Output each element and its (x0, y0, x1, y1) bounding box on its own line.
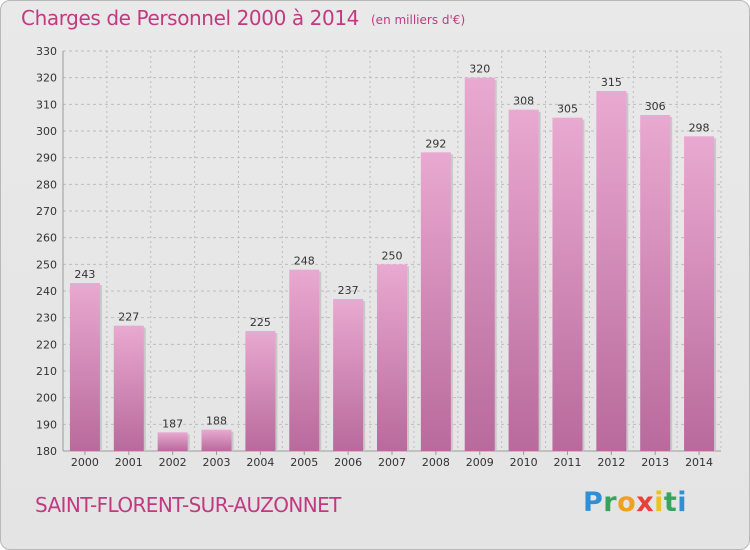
x-tick-label: 2014 (685, 456, 713, 469)
x-tick-label: 2000 (71, 456, 99, 469)
data-label: 187 (162, 417, 183, 430)
y-tick-label: 200 (36, 392, 57, 405)
data-label: 308 (513, 95, 534, 108)
logo-letter: o (617, 487, 637, 518)
logo-letter: r (603, 487, 618, 518)
x-tick-label: 2005 (290, 456, 318, 469)
data-label: 243 (74, 268, 95, 281)
commune-name: SAINT-FLORENT-SUR-AUZONNET (35, 493, 341, 517)
bar (289, 269, 320, 451)
y-tick-label: 240 (36, 285, 57, 298)
bar (684, 136, 715, 452)
data-label: 248 (294, 255, 315, 268)
x-tick-label: 2008 (422, 456, 450, 469)
y-tick-label: 330 (36, 45, 57, 58)
logo-letter: i (654, 487, 664, 518)
bar (420, 152, 451, 452)
data-label: 188 (206, 415, 227, 428)
bar (113, 325, 144, 451)
x-tick-label: 2007 (378, 456, 406, 469)
x-tick-label: 2001 (115, 456, 143, 469)
x-tick-label: 2006 (334, 456, 362, 469)
y-tick-label: 260 (36, 232, 57, 245)
x-tick-label: 2004 (246, 456, 274, 469)
bar (333, 299, 364, 451)
x-tick-label: 2009 (466, 456, 494, 469)
data-label: 292 (425, 137, 446, 150)
y-tick-label: 190 (36, 418, 57, 431)
label-layer: 243 2000 227 2001 187 2002 188 2003 225 2004 248 20… (71, 63, 713, 469)
y-tick-label: 300 (36, 125, 57, 138)
bar (201, 429, 232, 451)
data-label: 225 (250, 316, 271, 329)
bar (464, 77, 495, 452)
y-tick-label: 270 (36, 205, 57, 218)
y-tick-label: 320 (36, 72, 57, 85)
y-tick-label: 250 (36, 258, 57, 271)
data-label: 320 (469, 63, 490, 76)
y-tick-label: 220 (36, 338, 57, 351)
x-tick-label: 2003 (203, 456, 231, 469)
bar (508, 109, 539, 452)
y-tick-label: 310 (36, 98, 57, 111)
bar (69, 283, 100, 451)
data-label: 306 (645, 100, 666, 113)
logo-letter: i (677, 487, 688, 518)
bar-layer (69, 77, 717, 452)
x-tick-label: 2010 (510, 456, 538, 469)
data-label: 305 (557, 103, 578, 116)
bar (245, 331, 276, 451)
bar (377, 264, 407, 451)
bar (552, 117, 583, 452)
y-tick-label: 180 (36, 445, 57, 458)
y-tick-label: 280 (36, 178, 57, 191)
data-label: 298 (689, 121, 710, 134)
data-label: 227 (118, 311, 139, 324)
bar (640, 115, 671, 451)
x-tick-label: 2012 (597, 456, 625, 469)
x-tick-label: 2002 (159, 456, 187, 469)
chart-title: Charges de Personnel 2000 à 2014 (21, 6, 359, 30)
data-label: 237 (338, 284, 359, 297)
y-tick-label: 210 (36, 365, 57, 378)
data-label: 250 (382, 249, 403, 262)
logo-letter: x (636, 487, 655, 518)
chart-subtitle: (en milliers d'€) (371, 13, 466, 27)
data-label: 315 (601, 76, 622, 89)
proxiti-logo[interactable]: Proxiti (583, 487, 687, 518)
bar (596, 91, 627, 451)
axis-layer: 180 190 200 210 220 230 240 250 260 270 280 290 300 3… (36, 45, 721, 458)
x-tick-label: 2013 (641, 456, 669, 469)
y-tick-label: 290 (36, 152, 57, 165)
x-tick-label: 2011 (553, 456, 581, 469)
bar (157, 432, 188, 451)
logo-letter: t (663, 487, 678, 518)
logo-letter: P (583, 487, 604, 518)
y-tick-label: 230 (36, 312, 57, 325)
